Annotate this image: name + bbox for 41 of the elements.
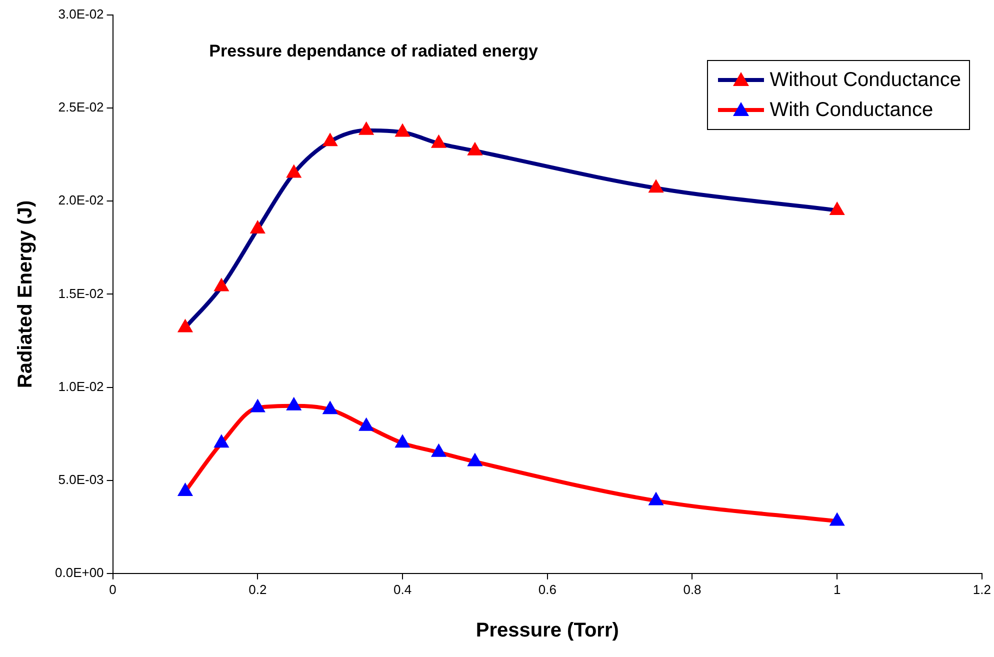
y-tick-label: 1.0E-02: [58, 378, 104, 394]
point: [648, 180, 664, 193]
x-tick-label: 1: [833, 582, 841, 597]
x-tick-label: 0.6: [538, 582, 556, 597]
y-tick-label: 2.5E-02: [58, 100, 104, 115]
x-tick-label: 0.8: [683, 582, 702, 597]
point: [250, 220, 266, 234]
y-tick-label: 2.0E-02: [58, 192, 104, 208]
legend-label: Without Conductance: [770, 68, 961, 92]
point: [286, 397, 302, 410]
y-tick-label: 1.5E-02: [58, 286, 104, 301]
x-tick-label: 1.2: [972, 582, 992, 597]
point: [214, 278, 229, 292]
point: [250, 399, 266, 412]
point: [358, 122, 374, 135]
y-axis-title: Radiated Energy (J): [14, 200, 37, 388]
point: [431, 134, 446, 148]
point: [395, 434, 410, 448]
point: [830, 202, 845, 215]
point: [322, 133, 338, 146]
x-axis-title: Pressure (Torr): [476, 620, 619, 642]
point: [648, 492, 664, 506]
point: [322, 401, 338, 414]
text: Pressure dependance of radiated energy: [209, 42, 538, 61]
x-tick-label: 0: [109, 582, 116, 597]
point: [178, 319, 193, 332]
x-tick-label: 0.4: [393, 582, 412, 597]
legend-label: With Conductance: [770, 98, 934, 122]
y-tick-label: 3.0E-02: [58, 6, 104, 22]
y-tick-label: 5.0E-03: [58, 472, 104, 487]
point: [830, 512, 845, 526]
point: [395, 124, 410, 137]
point: [358, 418, 374, 431]
y-tick-label: 0.0E+00: [55, 564, 104, 580]
point: [468, 142, 482, 156]
point: [178, 483, 193, 496]
point: [286, 164, 302, 178]
point: [468, 453, 482, 466]
point: [431, 444, 446, 457]
x-tick-label: 0.2: [248, 582, 267, 597]
point: [214, 434, 229, 448]
